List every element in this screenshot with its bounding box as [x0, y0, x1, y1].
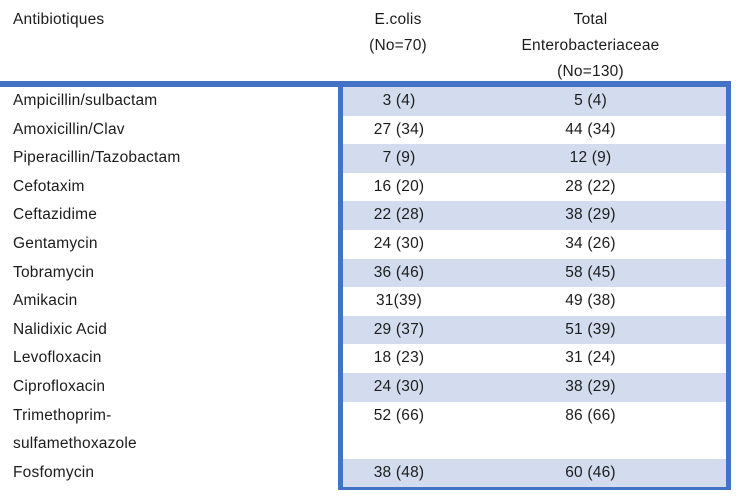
- left-vertical-border: [338, 315, 343, 345]
- column-header-total-line1: Total: [573, 11, 608, 28]
- column-header-ecoli-name: E.colis: [374, 11, 422, 28]
- left-vertical-border: [338, 172, 343, 202]
- table-row: Fosfomycin 38 (48) 60 (46): [0, 458, 731, 488]
- right-vertical-border: [726, 201, 731, 230]
- right-vertical-border: [726, 401, 731, 459]
- ecoli-value-cell: 24 (30): [343, 372, 455, 402]
- antibiotic-name-cell: Trimethoprim-sulfamethoxazole: [13, 406, 137, 453]
- left-vertical-border: [338, 258, 343, 288]
- right-vertical-border: [726, 229, 731, 259]
- antibiotic-name-cell: Nalidixic Acid: [13, 320, 108, 338]
- total-enterobacteriaceae-value-cell: 28 (22): [565, 177, 616, 195]
- ecoli-value-cell: 18 (23): [373, 349, 425, 367]
- column-header-ecoli: E.colis (No=70): [341, 0, 455, 85]
- total-enterobacteriaceae-value-cell: 58 (45): [455, 258, 726, 288]
- ecoli-value-cell: 52 (66): [373, 406, 425, 424]
- antibiotic-name-cell: Piperacillin/Tazobactam: [13, 149, 181, 167]
- right-vertical-border: [726, 144, 731, 173]
- ecoli-value-cell: 3 (4): [343, 87, 455, 116]
- total-enterobacteriaceae-value-cell: 34 (26): [565, 234, 616, 252]
- table-row: Tobramycin 36 (46) 58 (45): [0, 258, 731, 288]
- total-enterobacteriaceae-value-cell: 44 (34): [565, 120, 616, 138]
- antibiotic-name-cell: Ciprofloxacin: [13, 377, 106, 395]
- total-enterobacteriaceae-value-cell: 60 (46): [455, 458, 726, 488]
- table-row: Levofloxacin 18 (23) 31 (24): [0, 344, 731, 373]
- left-vertical-border: [338, 115, 343, 145]
- antibiotic-name-cell: Cefotaxim: [13, 177, 85, 195]
- antibiotic-name-cell: Amoxicillin/Clav: [13, 120, 125, 138]
- right-vertical-border: [726, 372, 731, 402]
- right-vertical-border: [726, 315, 731, 345]
- ecoli-value-cell: 27 (34): [373, 120, 425, 138]
- right-vertical-border: [726, 258, 731, 288]
- antibiotic-name-cell: Ampicillin/sulbactam: [13, 92, 158, 109]
- ecoli-value-cell: 31(39): [375, 292, 422, 310]
- table-row: Ciprofloxacin 24 (30) 38 (29): [0, 372, 731, 402]
- total-enterobacteriaceae-value-cell: 86 (66): [565, 406, 616, 424]
- column-header-ecoli-count: (No=70): [369, 37, 427, 54]
- right-vertical-border: [726, 172, 731, 202]
- right-vertical-border: [726, 87, 731, 116]
- ecoli-value-cell: 29 (37): [343, 315, 455, 345]
- total-enterobacteriaceae-value-cell: 51 (39): [455, 315, 726, 345]
- table-row: Gentamycin 24 (30) 34 (26): [0, 229, 731, 259]
- total-enterobacteriaceae-value-cell: 38 (29): [455, 372, 726, 402]
- ecoli-value-cell: 36 (46): [343, 258, 455, 288]
- table-row: Cefotaxim 16 (20) 28 (22): [0, 172, 731, 202]
- total-enterobacteriaceae-value-cell: 5 (4): [455, 87, 726, 116]
- ecoli-value-cell: 16 (20): [373, 177, 425, 195]
- table-body: Ampicillin/sulbactam 3 (4) 5 (4) Amoxicilli…: [0, 87, 731, 488]
- right-vertical-border: [726, 287, 731, 316]
- table-row: Piperacillin/Tazobactam 7 (9) 12 (9): [0, 144, 731, 173]
- ecoli-value-cell: 38 (48): [343, 458, 455, 488]
- total-enterobacteriaceae-value-cell: 12 (9): [455, 144, 726, 173]
- ecoli-value-cell: 7 (9): [343, 144, 455, 173]
- column-header-total-line2: Enterobacteriaceae: [521, 37, 660, 54]
- table-row: Ceftazidime 22 (28) 38 (29): [0, 201, 731, 230]
- ecoli-value-cell: 22 (28): [343, 201, 455, 230]
- table-row: Ampicillin/sulbactam 3 (4) 5 (4): [0, 87, 731, 116]
- left-vertical-border: [338, 372, 343, 402]
- column-header-total-count: (No=130): [557, 63, 624, 80]
- column-header-antibiotiques: Antibiotiques: [13, 11, 105, 28]
- total-enterobacteriaceae-value-cell: 49 (38): [565, 292, 616, 310]
- total-enterobacteriaceae-value-cell: 38 (29): [455, 201, 726, 230]
- antibiotic-name-cell: Tobramycin: [13, 263, 95, 281]
- antibiotic-name-cell: Amikacin: [13, 292, 78, 310]
- total-enterobacteriaceae-value-cell: 31 (24): [565, 349, 616, 367]
- table-row: Amoxicillin/Clav 27 (34) 44 (34): [0, 115, 731, 145]
- ecoli-value-cell: 24 (30): [373, 234, 425, 252]
- left-vertical-border: [338, 287, 343, 316]
- table-header-row: Antibiotiques E.colis (No=70) Total Ente…: [0, 0, 753, 81]
- table-row: Trimethoprim-sulfamethoxazole 52 (66) 86 (…: [0, 401, 731, 459]
- table-row: Nalidixic Acid 29 (37) 51 (39): [0, 315, 731, 345]
- right-vertical-border: [726, 344, 731, 373]
- antibiotic-name-cell: Levofloxacin: [13, 349, 102, 367]
- left-vertical-border: [338, 144, 343, 173]
- right-vertical-border: [726, 458, 731, 488]
- left-vertical-border: [338, 201, 343, 230]
- left-vertical-border: [338, 401, 343, 459]
- left-vertical-border: [338, 458, 343, 488]
- left-vertical-border: [338, 344, 343, 373]
- header-divider-rule: [0, 81, 731, 87]
- left-vertical-border: [338, 229, 343, 259]
- antibiotic-name-cell: Fosfomycin: [13, 463, 95, 481]
- table-bottom-border: [338, 487, 731, 491]
- left-vertical-border: [338, 87, 343, 116]
- antibiotic-name-cell: Ceftazidime: [13, 206, 98, 224]
- right-vertical-border: [726, 115, 731, 145]
- column-header-total-enterobacteriaceae: Total Enterobacteriaceae (No=130): [455, 0, 726, 85]
- antibiotic-name-cell: Gentamycin: [13, 234, 98, 252]
- table-row: Amikacin 31(39) 49 (38): [0, 287, 731, 316]
